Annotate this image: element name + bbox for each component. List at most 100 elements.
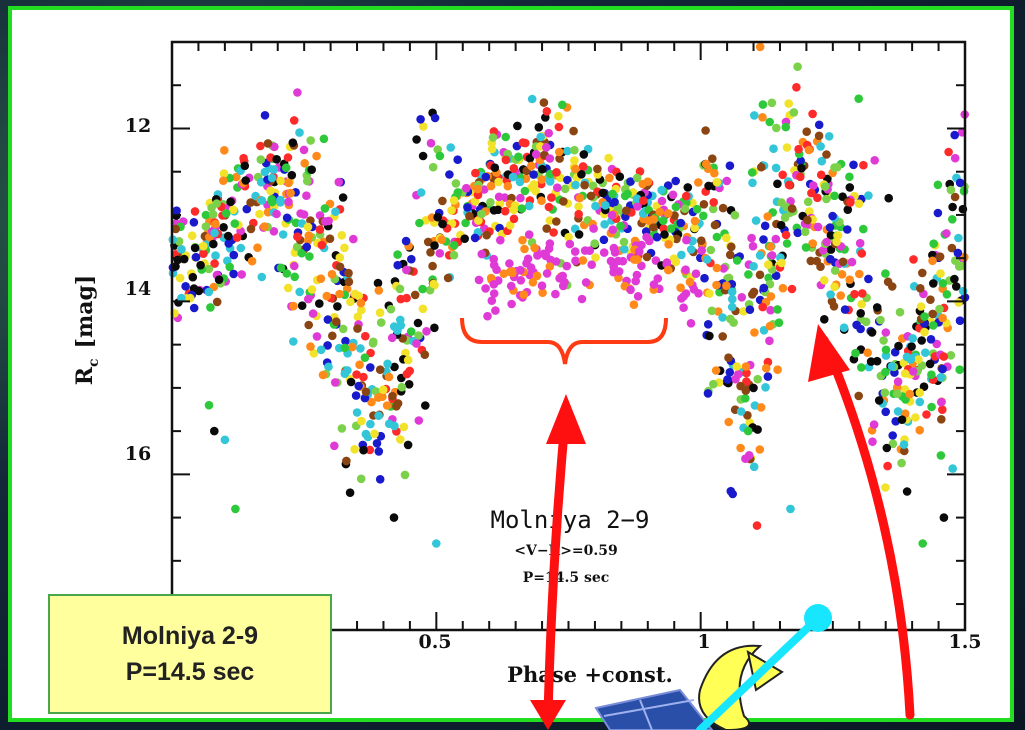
data-point [697,246,706,255]
data-point [803,215,812,225]
data-point [306,136,316,145]
data-point [909,255,918,264]
data-point [753,374,762,384]
data-point [555,154,564,163]
data-point [304,294,313,304]
data-point [312,151,321,161]
data-point [883,277,893,287]
data-point [699,200,709,209]
data-point [470,233,480,243]
data-point [725,161,735,170]
data-point [253,243,262,252]
data-point [587,260,596,270]
data-point [787,204,797,213]
data-point [529,170,538,179]
data-point [537,175,547,184]
data-point [918,268,927,278]
data-point [884,193,893,203]
data-point [749,287,759,297]
data-point [290,272,300,282]
data-point [520,244,529,254]
data-point [938,279,948,288]
data-point [610,197,619,207]
data-point [219,223,228,232]
data-point [741,386,751,395]
data-point [908,367,918,376]
data-point [559,197,568,206]
data-point [642,252,652,262]
data-point [608,225,618,234]
data-point [598,188,608,198]
data-point [786,504,795,514]
data-point [580,180,589,190]
data-point [870,156,879,165]
data-point [199,249,208,258]
data-point [430,113,440,123]
data-point [323,341,332,350]
data-point [503,181,513,191]
data-point [403,440,413,450]
data-point [287,170,297,180]
data-point [357,416,366,426]
data-point [703,389,713,398]
data-point [657,185,666,195]
data-point [609,267,618,277]
data-point [477,249,487,259]
data-point [929,239,938,248]
data-point [284,178,293,188]
data-point [927,402,936,412]
data-point [925,359,935,369]
data-point [555,147,564,157]
data-point [315,299,324,308]
data-point [756,403,766,412]
right-arrow [819,335,915,720]
right-arrowhead [808,324,850,382]
data-point [686,245,696,254]
data-point [487,144,497,154]
data-point [354,381,364,391]
data-point [419,122,428,131]
data-point [633,202,642,211]
data-point [728,489,737,499]
data-point [782,143,792,152]
data-point [781,230,791,240]
data-point [710,220,720,230]
data-point [403,355,413,365]
data-point [390,362,399,372]
data-point [260,222,269,231]
data-point [366,348,375,358]
data-point [900,369,910,378]
data-point [780,213,790,222]
data-point [229,269,238,279]
data-point [513,121,522,131]
data-point [307,285,317,294]
data-point [171,224,180,234]
data-point [771,234,781,244]
satellite-icon [594,688,714,730]
data-point [757,162,766,172]
data-point [867,328,877,337]
data-point [346,377,356,387]
data-point [246,198,255,207]
data-point [289,116,299,125]
data-point [210,259,219,268]
data-point [532,271,542,281]
data-point [544,128,553,138]
data-point [461,218,470,228]
data-point [407,254,416,264]
data-point [577,294,587,304]
data-point [393,250,402,259]
data-point [387,333,397,343]
data-point [725,250,735,260]
data-point [709,379,718,389]
data-point [946,185,956,195]
data-point [374,393,383,402]
data-point [830,191,839,201]
data-point [724,417,733,427]
data-point [435,151,445,161]
data-point [204,264,214,274]
data-point [463,203,472,212]
data-point [759,283,769,293]
data-point [242,204,252,214]
data-point [232,233,242,242]
